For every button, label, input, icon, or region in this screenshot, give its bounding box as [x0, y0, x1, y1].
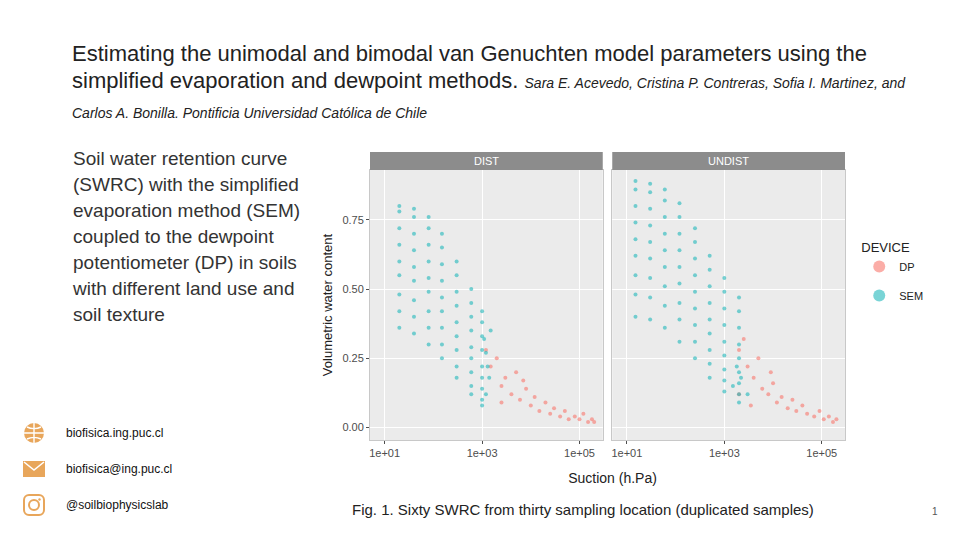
html-text:1: 1	[932, 506, 938, 517]
svg-text:0.00: 0.00	[342, 421, 363, 433]
svg-text:UNDIST: UNDIST	[708, 155, 749, 167]
html-text:Suction (h.Pa): Suction (h.Pa)	[568, 470, 657, 486]
svg-text:1e+05: 1e+05	[806, 447, 837, 459]
html-text:Estimating the unimodal and bi: Estimating the unimodal and bimodal van …	[72, 41, 905, 121]
svg-text:1e+01: 1e+01	[369, 447, 400, 459]
svg-text:DP: DP	[899, 261, 914, 273]
svg-text:0.50: 0.50	[342, 283, 363, 295]
html-text:Soil water retention curve (SW: Soil water retention curve (SWRC) with t…	[73, 148, 301, 325]
html-text:@soilbiophysicslab: @soilbiophysicslab	[66, 498, 169, 512]
svg-text:Volumetric water content: Volumetric water content	[320, 233, 335, 376]
svg-text:1e+01: 1e+01	[611, 447, 642, 459]
svg-text:DEVICE: DEVICE	[861, 240, 910, 255]
html-text:biofisica@ing.puc.cl: biofisica@ing.puc.cl	[66, 462, 173, 476]
svg-text:0.25: 0.25	[342, 352, 363, 364]
html-text:Fig. 1. Sixty SWRC from thirty: Fig. 1. Sixty SWRC from thirty sampling …	[352, 501, 814, 518]
svg-text:SEM: SEM	[899, 290, 923, 302]
html-text:biofisica.ing.puc.cl: biofisica.ing.puc.cl	[66, 426, 164, 440]
svg-text:DIST: DIST	[474, 155, 499, 167]
svg-text:1e+03: 1e+03	[709, 447, 740, 459]
svg-text:0.75: 0.75	[342, 214, 363, 226]
svg-text:1e+03: 1e+03	[467, 447, 498, 459]
svg-text:1e+05: 1e+05	[564, 447, 595, 459]
